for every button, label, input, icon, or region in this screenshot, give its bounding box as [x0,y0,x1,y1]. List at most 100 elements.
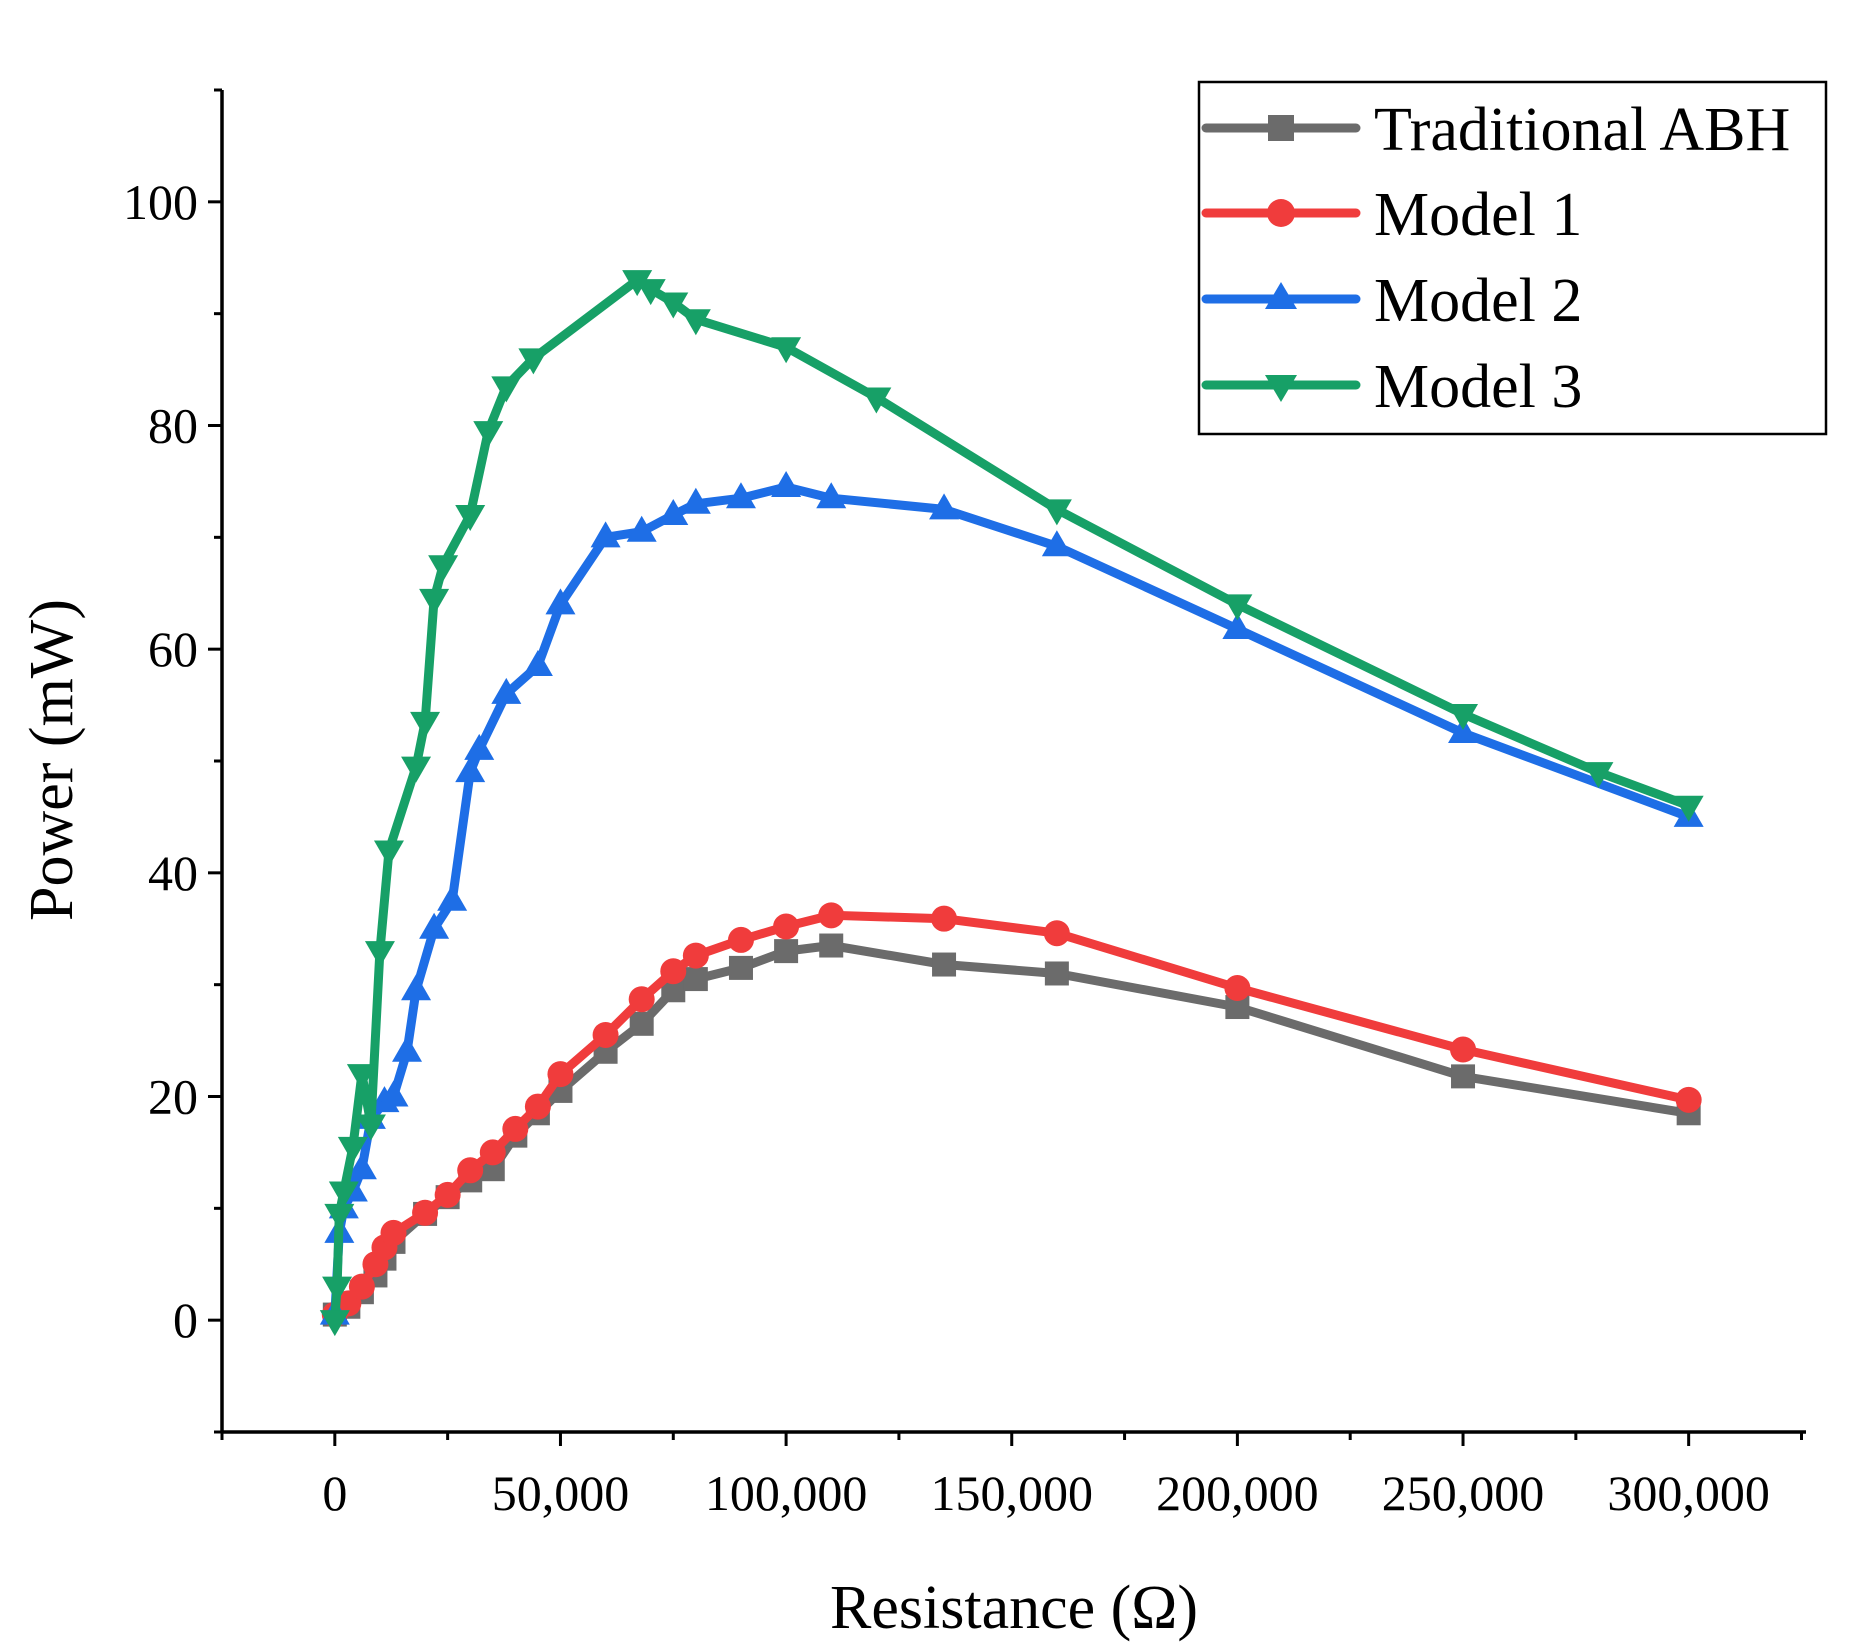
data-point-square [728,955,753,980]
legend-marker-triangle-up [1265,282,1297,309]
data-point-triangle-down [1041,499,1072,526]
data-point-triangle-down [622,270,653,297]
data-point-triangle-down [635,279,666,306]
data-point-triangle-down [491,376,522,403]
data-point-triangle-up [658,498,689,525]
data-point-triangle-down [337,1136,368,1163]
data-point-triangle-up [437,884,468,911]
data-point-triangle-down [346,1064,377,1091]
legend-label-model-1: Model 1 [1374,181,1582,249]
y-tick-label: 20 [148,1069,198,1125]
data-point-circle [1675,1086,1702,1113]
data-point-triangle-down [1448,704,1479,731]
data-point-circle [1224,975,1251,1002]
data-point-square [774,939,799,964]
legend-marker-square [1268,115,1294,141]
y-tick-label: 60 [148,621,198,677]
data-point-circle [380,1219,407,1246]
legend: Traditional ABH Model 1 Model 2 Model 3 [1197,80,1828,436]
series-line-model-3 [330,275,1694,1325]
axis-ticks: 0 50,000 100,000 150,000 200,000 250,000 300,0… [123,88,1803,1521]
data-point-circle [727,926,754,953]
y-axis-title: Power (mW) [18,599,86,921]
data-point-triangle-down [401,756,432,783]
data-point-circle [524,1093,551,1120]
x-axis-title: Resistance (Ω) [830,1574,1198,1642]
data-point-triangle-down [455,504,486,531]
data-point-triangle-down [324,1203,355,1230]
data-point-triangle-down [364,941,395,968]
data-point-triangle-down [419,588,450,615]
data-point-triangle-up [545,588,576,615]
data-point-triangle-up [346,1153,377,1180]
x-tick-label: 300,000 [1607,1465,1770,1521]
data-point-circle [682,942,709,969]
data-point-triangle-up [522,649,553,676]
data-point-triangle-down [328,1181,359,1208]
series-line-model-2 [330,482,1694,1320]
data-point-square [932,952,957,977]
legend-item-model-2: Model 2 [1201,267,1582,335]
data-point-circle [660,958,687,985]
data-point-triangle-down [473,421,504,448]
data-point-square [819,933,844,958]
y-tick-label: 0 [173,1292,198,1348]
data-point-circle [434,1181,461,1208]
data-point-triangle-down [1222,594,1253,621]
y-tick-label: 40 [148,845,198,901]
x-tick-label: 200,000 [1156,1465,1319,1521]
data-point-triangle-up [680,487,711,514]
data-point-triangle-up [816,482,847,509]
data-point-triangle-down [680,309,711,336]
data-point-triangle-down [373,840,404,867]
data-point-triangle-up [401,974,432,1001]
data-point-triangle-down [861,387,892,414]
x-tick-label: 0 [322,1465,347,1521]
y-tick-label: 80 [148,398,198,454]
data-point-circle [592,1021,619,1048]
data-point-triangle-up [1041,530,1072,557]
data-point-triangle-down [518,348,549,375]
data-point-square [1044,961,1069,986]
data-point-triangle-down [658,292,689,319]
series-layer [319,270,1704,1337]
legend-box [1197,80,1828,436]
series-traditional-abh [322,933,1701,1327]
data-point-square [683,967,708,992]
data-point-triangle-up [455,756,486,783]
data-point-triangle-up [590,521,621,548]
data-point-triangle-down [1583,762,1614,789]
y-tick-label: 100 [123,174,198,230]
data-point-circle [412,1199,439,1226]
x-tick-label: 150,000 [930,1465,1093,1521]
x-tick-label: 50,000 [492,1465,630,1521]
data-point-circle [479,1139,506,1166]
series-model-1 [321,902,1702,1328]
data-point-triangle-down [771,337,802,364]
data-point-triangle-up [929,493,960,520]
data-point-triangle-up [626,515,657,542]
data-point-triangle-down [410,711,441,738]
legend-item-model-3: Model 3 [1201,353,1582,421]
legend-label-traditional-abh: Traditional ABH [1374,96,1790,164]
series-model-2 [319,471,1704,1325]
data-point-triangle-up [419,912,450,939]
data-point-circle [457,1157,484,1184]
data-point-triangle-down [1673,795,1704,822]
legend-item-traditional-abh: Traditional ABH [1201,96,1790,164]
data-point-triangle-up [725,482,756,509]
series-line-traditional-abh [330,941,1694,1320]
data-point-circle [547,1061,574,1088]
data-point-triangle-down [319,1310,350,1337]
data-point-triangle-down [322,1276,353,1303]
legend-label-model-2: Model 2 [1374,267,1582,335]
data-point-triangle-up [392,1035,423,1062]
legend-marker-triangle-down [1265,375,1297,402]
data-point-circle [348,1273,375,1300]
data-point-triangle-down [355,1114,386,1141]
x-tick-label: 250,000 [1382,1465,1545,1521]
data-point-triangle-up [1222,613,1253,640]
data-point-circle [628,986,655,1013]
data-point-circle [773,913,800,940]
